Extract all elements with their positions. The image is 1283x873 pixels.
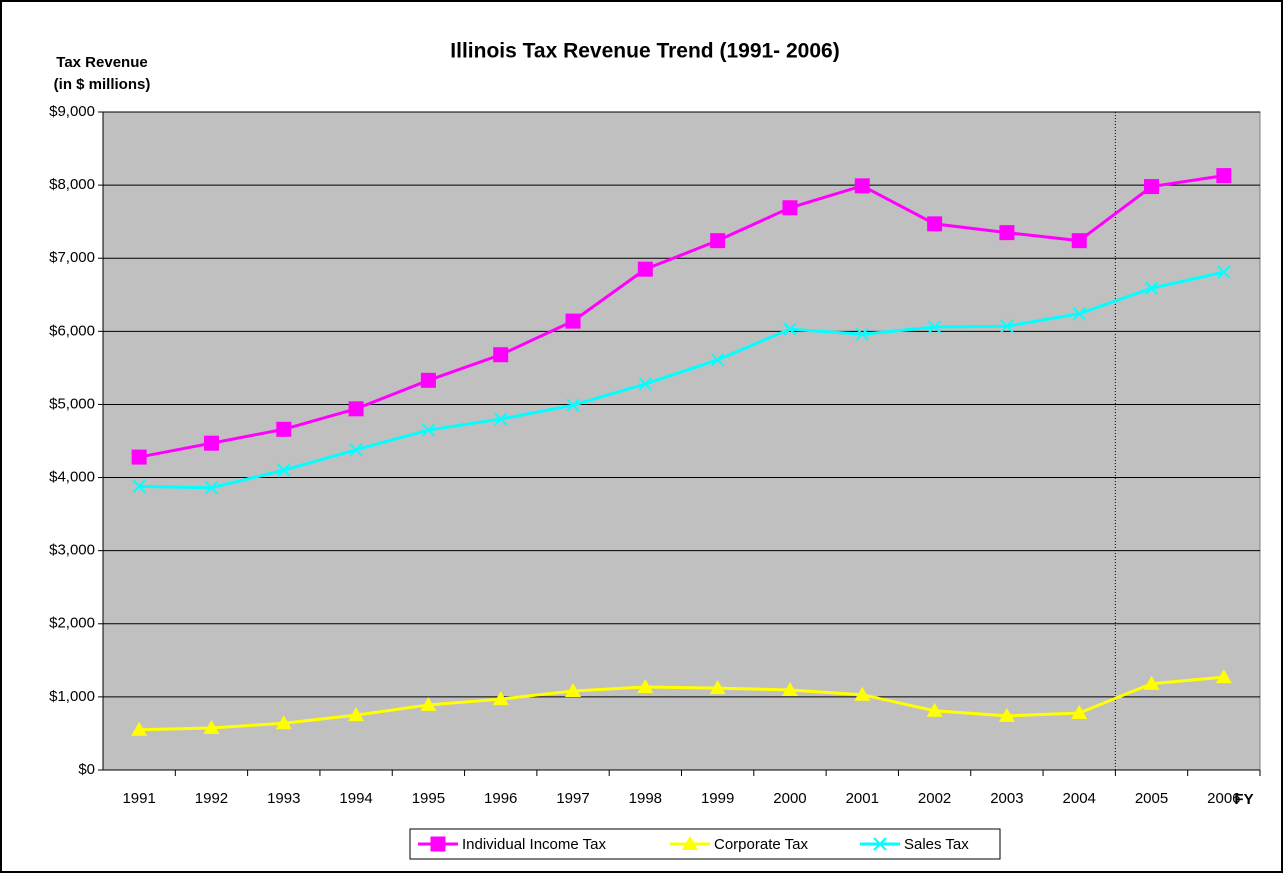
marker xyxy=(854,178,870,194)
y-tick-label: $6,000 xyxy=(49,322,95,339)
marker xyxy=(203,719,220,734)
marker xyxy=(1144,281,1159,295)
series-line xyxy=(139,675,1224,732)
y-tick-label: $9,000 xyxy=(49,103,95,120)
marker xyxy=(710,353,725,367)
x-tick-label: 2006 xyxy=(1207,790,1240,807)
marker xyxy=(637,679,654,694)
marker xyxy=(421,423,436,437)
x-tick-label: 1994 xyxy=(339,790,372,807)
marker xyxy=(131,449,147,465)
marker xyxy=(638,377,653,391)
x-tick-label: 1999 xyxy=(701,790,734,807)
y-axis-label: Tax Revenue xyxy=(56,54,147,71)
marker xyxy=(1071,233,1087,249)
marker xyxy=(926,702,943,717)
marker xyxy=(1144,179,1160,195)
marker xyxy=(565,683,582,698)
x-axis-label: FY xyxy=(1234,791,1253,808)
marker xyxy=(1000,319,1014,333)
marker xyxy=(131,721,148,736)
marker xyxy=(203,435,219,451)
marker xyxy=(710,233,726,249)
marker xyxy=(348,707,365,722)
marker xyxy=(998,707,1015,722)
marker xyxy=(637,261,653,277)
marker xyxy=(492,691,509,706)
x-tick-label: 1997 xyxy=(556,790,589,807)
plot-area xyxy=(102,111,1261,771)
x-tick-label: 1998 xyxy=(629,790,662,807)
marker xyxy=(565,313,581,329)
x-tick-label: 1995 xyxy=(412,790,445,807)
marker xyxy=(781,681,798,696)
marker xyxy=(493,347,509,363)
legend-marker xyxy=(682,836,698,850)
marker xyxy=(277,463,291,477)
marker xyxy=(927,320,942,334)
marker xyxy=(349,443,363,457)
x-tick-label: 2002 xyxy=(918,790,951,807)
y-tick-label: $8,000 xyxy=(49,176,95,193)
x-tick-label: 1993 xyxy=(267,790,300,807)
x-tick-label: 2000 xyxy=(773,790,806,807)
x-tick-label: 2003 xyxy=(990,790,1023,807)
marker xyxy=(1072,307,1086,321)
marker xyxy=(709,680,726,695)
x-tick-label: 1991 xyxy=(122,790,155,807)
marker xyxy=(132,479,146,494)
legend-label: Individual Income Tax xyxy=(462,836,606,853)
marker xyxy=(783,322,797,336)
marker xyxy=(1216,168,1232,184)
y-tick-label: $4,000 xyxy=(49,469,95,486)
marker xyxy=(999,225,1015,241)
marker xyxy=(204,481,219,495)
marker xyxy=(1143,675,1160,690)
marker xyxy=(275,715,292,730)
series-line xyxy=(138,174,1225,459)
marker xyxy=(782,200,798,216)
marker xyxy=(276,421,292,437)
y-tick-label: $7,000 xyxy=(49,249,95,266)
x-tick-label: 2001 xyxy=(846,790,879,807)
marker xyxy=(855,327,869,341)
marker xyxy=(1217,265,1231,279)
legend-label: Sales Tax xyxy=(904,836,969,853)
marker xyxy=(494,412,508,426)
y-tick-label: $5,000 xyxy=(49,395,95,412)
y-axis-label: (in $ millions) xyxy=(54,76,151,93)
marker xyxy=(927,216,943,232)
legend-label: Corporate Tax xyxy=(714,836,808,853)
y-tick-label: $3,000 xyxy=(49,542,95,559)
marker xyxy=(854,686,871,701)
chart-title: Illinois Tax Revenue Trend (1991- 2006) xyxy=(450,40,839,63)
marker xyxy=(348,401,364,417)
x-tick-label: 2005 xyxy=(1135,790,1168,807)
marker xyxy=(1071,704,1088,719)
y-tick-label: $0 xyxy=(78,761,95,778)
marker xyxy=(420,372,436,388)
legend-marker xyxy=(873,837,887,851)
marker xyxy=(566,398,580,412)
y-tick-label: $2,000 xyxy=(49,615,95,632)
series-line xyxy=(139,270,1225,490)
marker xyxy=(1215,669,1232,684)
marker xyxy=(420,696,437,711)
legend-marker xyxy=(430,836,446,852)
x-tick-label: 2004 xyxy=(1063,790,1096,807)
y-tick-label: $1,000 xyxy=(49,688,95,705)
x-tick-label: 1996 xyxy=(484,790,517,807)
x-tick-label: 1992 xyxy=(195,790,228,807)
